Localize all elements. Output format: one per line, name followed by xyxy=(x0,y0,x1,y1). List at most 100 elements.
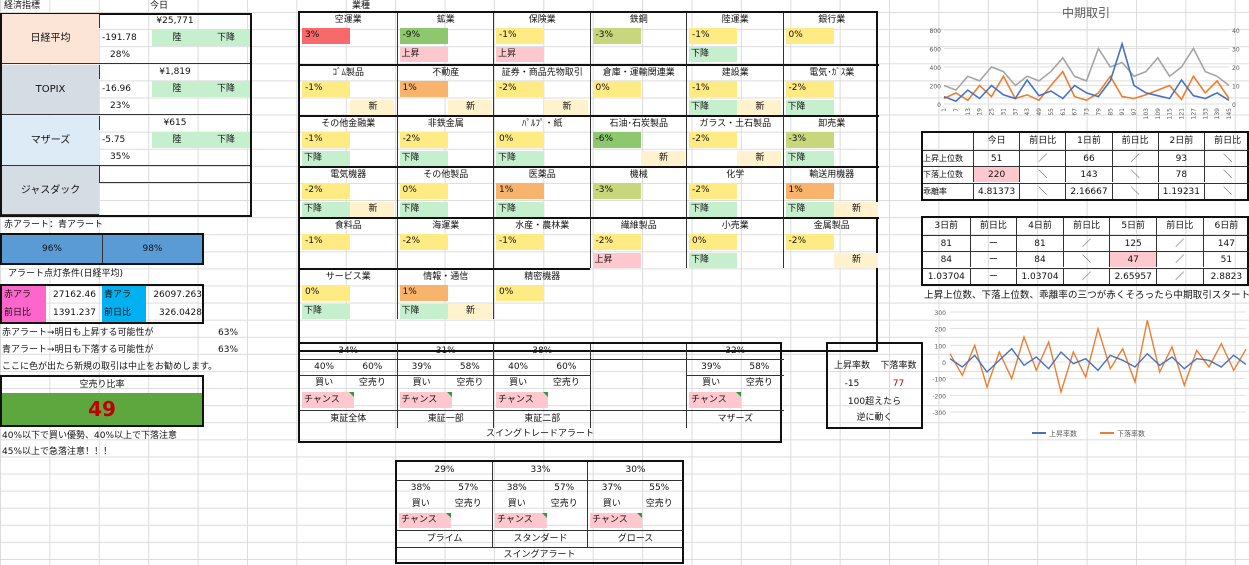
swing-short-label: 空売り xyxy=(735,375,784,391)
swing-buy-label: 買い xyxy=(300,375,349,391)
mid-cell: ＼ xyxy=(1111,166,1158,183)
swing2-group-name: プライム xyxy=(397,530,492,547)
mid-header: 今日 xyxy=(973,133,1019,150)
sector-name: 繊維製品 xyxy=(620,221,657,231)
sector-name: 電気･ｶﾞｽ業 xyxy=(809,68,855,78)
sector-name: 不動産 xyxy=(432,68,460,78)
mid-cell: 4.81373 xyxy=(973,182,1020,199)
sector-name: サービス業 xyxy=(325,272,371,282)
swing-group-name: 東証一部 xyxy=(397,410,494,427)
sector-change: -2% xyxy=(399,234,448,250)
swing-chance: チャンス xyxy=(399,392,453,408)
chart1-xtick: 115 xyxy=(1167,108,1174,120)
chart1-series-line xyxy=(943,46,1230,92)
swing2-short-pct: 57% xyxy=(444,480,492,495)
mid-term-chart[interactable]: 中期取引 0 200 400 600 800 0 10 20 30 40 1 7 13 19 25 31 37 43… xyxy=(924,0,1249,128)
sector-cell: 電気機器 -2% 下降新 xyxy=(300,166,397,217)
mid2-cell: 1.03704 xyxy=(923,267,970,284)
sector-change: -2% xyxy=(689,183,737,199)
red-prev-value: 1391.237 xyxy=(53,308,96,318)
sector-change: -1% xyxy=(302,81,350,97)
swing2-buy-pct: 37% xyxy=(588,480,636,495)
sector-cell: 海運業 -2% xyxy=(396,217,493,268)
swing-chance: チャンス xyxy=(302,392,355,408)
sector-new-tag: 新 xyxy=(447,304,492,319)
chart2-ytick: 100 xyxy=(935,343,947,350)
alert-box: 96% 98% xyxy=(0,233,204,265)
sector-cell: 空運業 3% xyxy=(300,13,397,64)
chart1-xtick: 79 xyxy=(1095,108,1102,116)
swing-alert-title: スイングアラート xyxy=(397,547,682,562)
swing2-short-label: 空売り xyxy=(550,499,578,509)
sector-cell: 金属製品 -2% 新 xyxy=(782,217,879,268)
chart1-xtick: 103 xyxy=(1143,108,1150,120)
sector-name: ｺﾞﾑ製品 xyxy=(332,68,364,78)
blue-alert-pct: 98% xyxy=(102,235,202,263)
sector-name: 電気機器 xyxy=(330,170,367,180)
swing2-buy-label: 買い xyxy=(507,499,526,509)
swing-group-name: マザーズ xyxy=(687,410,784,427)
econ-empty-row xyxy=(99,166,250,183)
mid-cell: ＼ xyxy=(1019,182,1066,199)
chart1-xtick: 37 xyxy=(1012,108,1019,116)
sector-name: 石油･石炭製品 xyxy=(609,119,668,129)
sector-cell: 機械 -3% xyxy=(589,166,686,217)
sector-cell: 鉱業 -9% 上昇 xyxy=(396,13,494,64)
sector-change: -6% xyxy=(592,132,641,148)
swing2-top-pct: 29% xyxy=(434,465,455,475)
sector-cell: その他金融業 -1% 下降 xyxy=(300,115,397,166)
sector-change: 1% xyxy=(496,183,544,199)
mid2-cell: 2.65957 xyxy=(1109,267,1156,284)
sector-name: 非鉄金属 xyxy=(427,119,464,129)
sector-cell: 小売業 0% 下降 xyxy=(686,217,783,268)
swing-chance: チャンス xyxy=(689,392,742,408)
sector-name: 卸売業 xyxy=(818,119,846,129)
swing-buy-pct: 39% xyxy=(687,359,736,374)
mid2-cell: 81 xyxy=(923,235,970,251)
econ-pct: 35% xyxy=(110,152,131,162)
mid-header: 前日比 xyxy=(1019,133,1065,150)
chart1-xtick: 13 xyxy=(965,108,972,116)
swing-short-label: 空売り xyxy=(542,375,591,391)
chart2-ytick: -200 xyxy=(932,393,946,400)
swing-group: 32% 39% 58% 買い 空売り チャンス マザーズ xyxy=(686,344,784,428)
chart1-xtick: 121 xyxy=(1179,108,1186,120)
sector-change: 0% xyxy=(302,285,350,301)
swing-group-name xyxy=(590,410,687,411)
sector-new-tag: 新 xyxy=(544,100,588,115)
swing-short-pct: 60% xyxy=(348,359,397,374)
sector-name: 水産・農林業 xyxy=(515,221,570,231)
mid-cell: ／ xyxy=(1019,150,1066,166)
chart1-xtick: 49 xyxy=(1036,108,1043,116)
sector-name: 輸送用機器 xyxy=(809,170,855,180)
sector-trend-tag: 下降 xyxy=(785,100,834,115)
mid2-cell: 81 xyxy=(1016,235,1063,251)
updown-chart[interactable]: -300 -200 -100 0 100 200 300 上昇率数 下落率数 xyxy=(924,306,1249,446)
mid-header: 前日比 xyxy=(1111,133,1158,150)
swing-buy-pct: 40% xyxy=(494,359,543,374)
sector-change: -9% xyxy=(399,28,448,44)
alert-line1-pct: 63% xyxy=(218,328,239,338)
swing-buy-pct xyxy=(590,359,639,360)
mid2-cell: 47 xyxy=(1109,251,1156,268)
sector-cell: 精密機器 0% xyxy=(493,268,590,319)
mid2-cell: 51 xyxy=(1202,251,1249,268)
alert-line1: 赤アラート→明日も上昇する可能性が xyxy=(2,328,154,338)
sector-cell: 輸送用機器 1% 下降新 xyxy=(782,166,879,217)
sector-new-tag: 新 xyxy=(350,100,394,115)
mid-cell: 66 xyxy=(1065,150,1112,166)
econ-row-divider xyxy=(99,63,250,64)
swing2-chance: チャンス xyxy=(399,513,451,528)
sector-name: 食料品 xyxy=(334,221,362,231)
sector-trend-tag: 下降 xyxy=(689,100,737,115)
econ-pct: 23% xyxy=(110,101,131,111)
chart1-xtick: 91 xyxy=(1119,108,1126,116)
sector-change: -2% xyxy=(399,132,448,148)
sector-change: 0% xyxy=(785,28,834,44)
econ-table xyxy=(0,13,252,217)
sector-cell: 情報・通信 1% 下降新 xyxy=(396,268,493,319)
sector-change: 1% xyxy=(399,81,448,97)
swing2-chance: チャンス xyxy=(495,513,547,528)
econ-change: -191.78 xyxy=(102,33,137,43)
swing-buy-pct: 40% xyxy=(300,359,349,374)
